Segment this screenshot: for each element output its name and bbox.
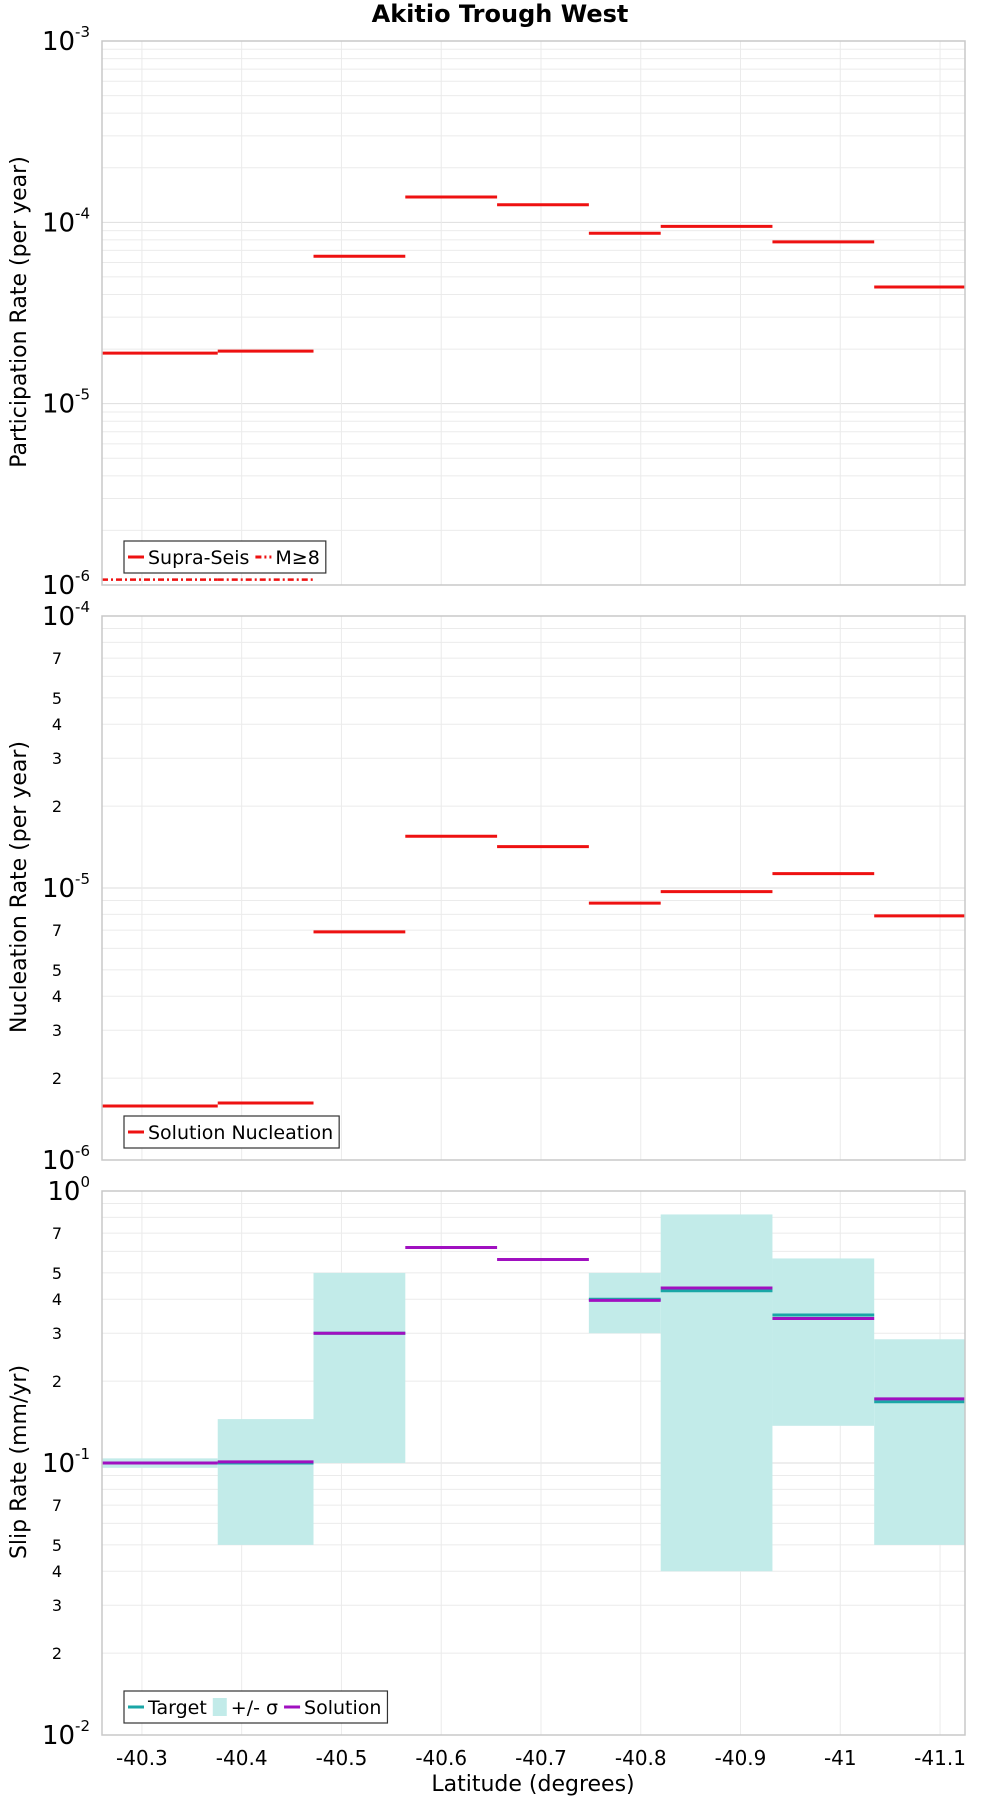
sigma-band	[313, 1272, 406, 1463]
legend-swatch-band	[212, 1698, 227, 1716]
y-tick-label: 100	[47, 1173, 90, 1207]
plot-frame	[101, 1190, 966, 1736]
plot-frame	[101, 40, 966, 586]
x-tick-label: -41	[824, 1746, 857, 1770]
y-minor-tick-label: 3	[52, 1596, 62, 1615]
chart-title: Akitio Trough West	[372, 0, 629, 28]
y-tick-label: 10-4	[42, 204, 90, 238]
y-tick-label: 10-4	[42, 598, 90, 632]
y-minor-tick-label: 3	[52, 1324, 62, 1343]
legend-label: Solution Nucleation	[148, 1122, 333, 1144]
nucleation-rate-axis-label: Nucleation Rate (per year)	[7, 741, 32, 1033]
y-tick-label: 10-6	[42, 567, 90, 601]
y-minor-tick-label: 4	[52, 987, 62, 1006]
x-tick-label: -40.9	[715, 1746, 767, 1770]
x-tick-label: -40.3	[116, 1746, 168, 1770]
legend-label: +/- σ	[231, 1697, 278, 1719]
y-minor-tick-label: 5	[52, 1536, 62, 1555]
sigma-band	[874, 1339, 965, 1545]
participation-rate-panel: 10-6 10-5 10-4 10-3 Supra-Seis M≥8	[42, 23, 966, 601]
legend-box	[123, 1690, 389, 1724]
y-minor-tick-label: 2	[52, 797, 62, 816]
plot-area	[102, 41, 965, 585]
y-tick-label: 10-2	[42, 1717, 90, 1751]
y-tick-label: 10-6	[42, 1142, 90, 1176]
x-tick-label: -40.6	[415, 1746, 467, 1770]
y-minor-tick-label: 4	[52, 1290, 62, 1309]
legend-label: M≥8	[275, 547, 319, 569]
y-minor-tick-label: 5	[52, 961, 62, 980]
y-tick-label: 10-3	[42, 23, 90, 57]
legend: Solution Nucleation	[123, 1115, 340, 1149]
y-tick-label: 10-1	[42, 1445, 90, 1479]
y-minor-tick-label: 7	[52, 1496, 62, 1515]
y-minor-tick-label: 7	[52, 1224, 62, 1243]
legend-label: Target	[147, 1697, 207, 1719]
y-minor-tick-label: 3	[52, 1021, 62, 1040]
y-minor-tick-label: 5	[52, 689, 62, 708]
y-tick-label: 10-5	[42, 386, 90, 420]
legend-label: Supra-Seis	[148, 547, 249, 569]
sigma-band	[588, 1272, 661, 1334]
y-minor-tick-label: 7	[52, 921, 62, 940]
y-minor-tick-label: 4	[52, 715, 62, 734]
x-tick-label: -41.1	[914, 1746, 966, 1770]
legend-box	[123, 540, 327, 574]
x-tick-label: -40.8	[615, 1746, 667, 1770]
slip-rate-panel: 10-2 10-1 100 2 3 4 5 7 2 3 4 5 7 -40.3 -40.4 -40.5 -40.…	[42, 1173, 966, 1770]
sigma-band	[660, 1214, 773, 1572]
x-tick-label: -40.4	[216, 1746, 268, 1770]
nucleation-rate-panel: 10-6 10-5 10-4 2 3 4 5 7 2 3 4 5 7 Solution Nucleatio…	[42, 598, 966, 1176]
slip-rate-axis-label: Slip Rate (mm/yr)	[7, 1365, 32, 1559]
sigma-band	[772, 1258, 875, 1426]
legend-box	[123, 1115, 340, 1149]
legend-label: Solution	[304, 1697, 381, 1719]
y-minor-tick-label: 2	[52, 1644, 62, 1663]
y-minor-tick-label: 7	[52, 649, 62, 668]
participation-rate-axis-label: Participation Rate (per year)	[7, 156, 32, 468]
y-minor-tick-label: 2	[52, 1069, 62, 1088]
x-tick-label: -40.7	[515, 1746, 567, 1770]
y-minor-tick-label: 5	[52, 1264, 62, 1283]
y-minor-tick-label: 2	[52, 1372, 62, 1391]
legend: Supra-Seis M≥8	[123, 540, 327, 574]
legend: Target +/- σ Solution	[123, 1690, 389, 1724]
y-minor-tick-label: 3	[52, 749, 62, 768]
x-tick-label: -40.5	[316, 1746, 368, 1770]
y-minor-tick-label: 4	[52, 1562, 62, 1581]
plot-frame	[101, 615, 966, 1161]
latitude-axis-label: Latitude (degrees)	[431, 1772, 634, 1797]
sigma-band	[217, 1419, 314, 1545]
y-tick-label: 10-5	[42, 870, 90, 904]
